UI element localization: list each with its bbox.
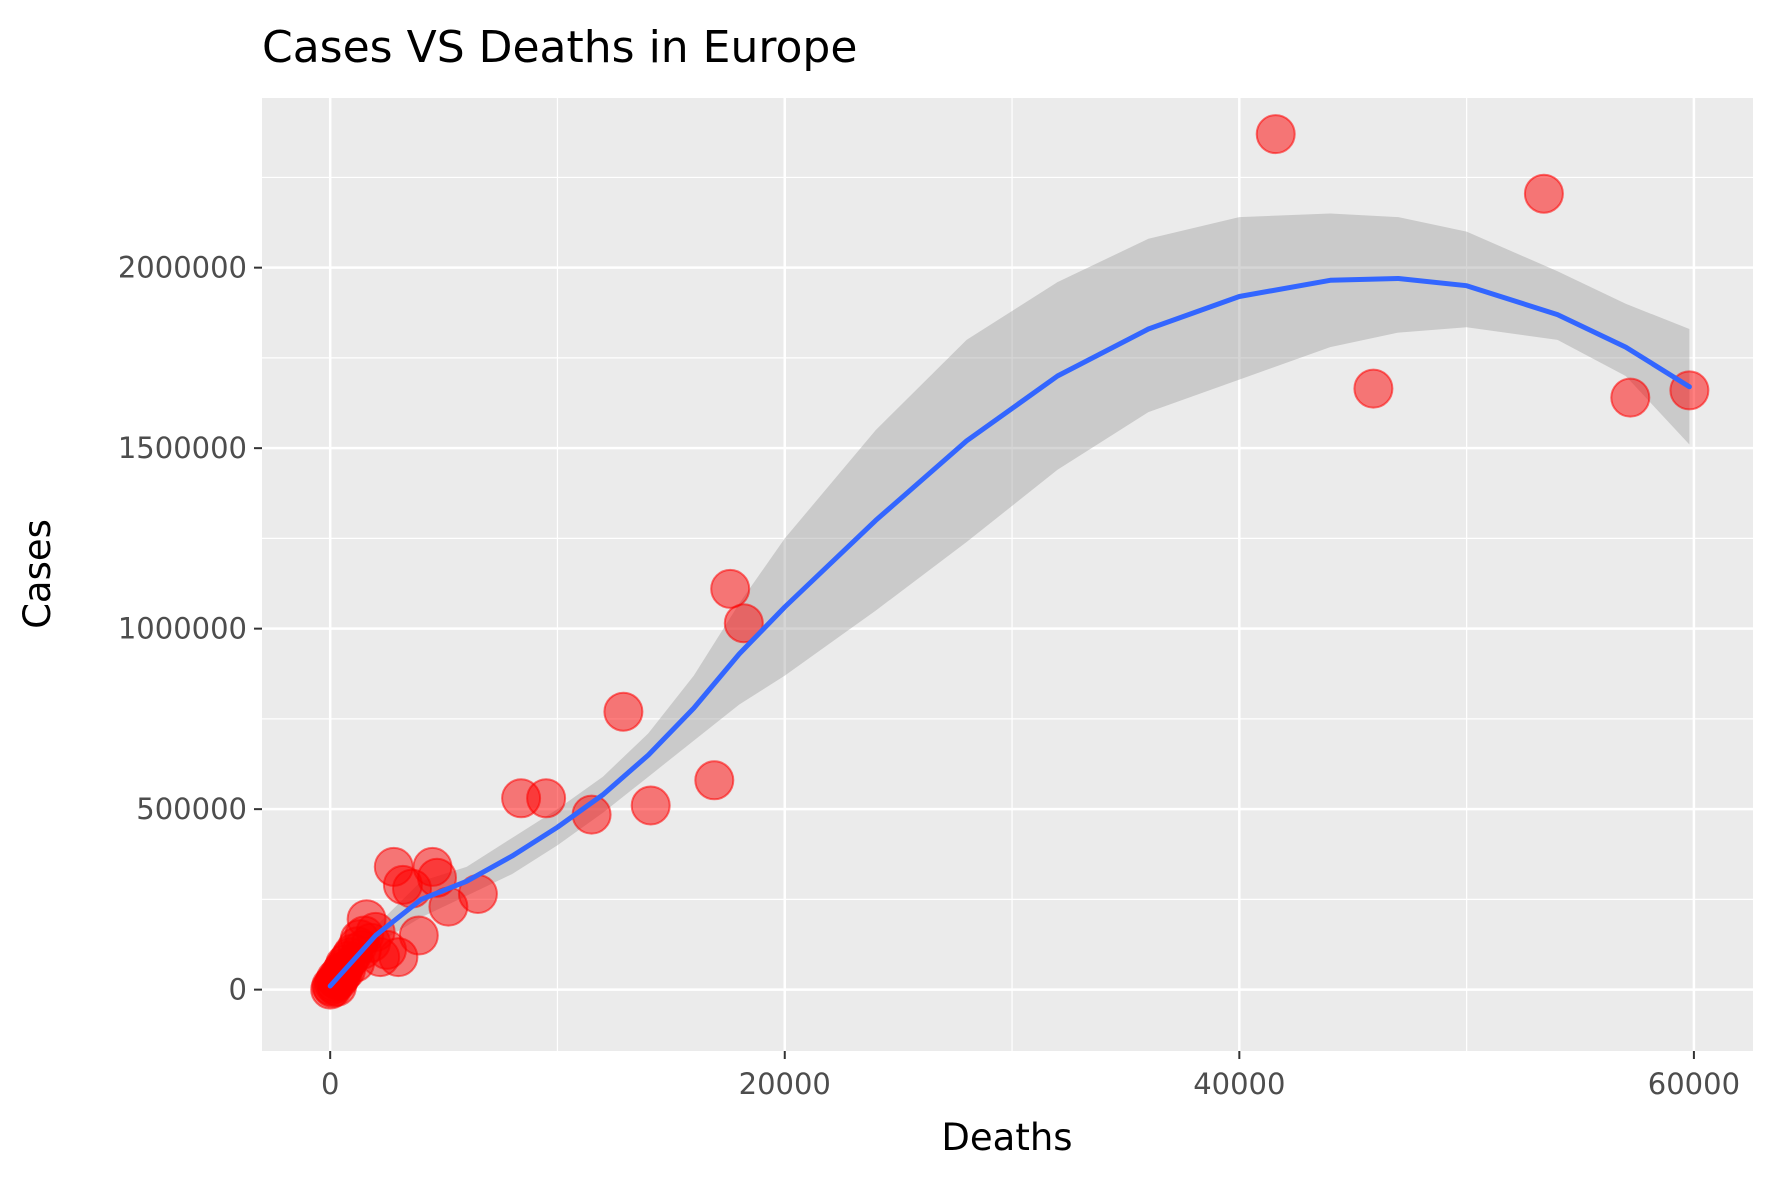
data-point xyxy=(1610,377,1651,418)
x-tick-label: 60000 xyxy=(1648,1067,1740,1101)
data-point xyxy=(630,785,671,826)
x-tick-label: 20000 xyxy=(739,1067,831,1101)
confidence-band xyxy=(330,213,1690,994)
y-tick-label: 500000 xyxy=(136,792,247,826)
chart-title: Cases VS Deaths in Europe xyxy=(262,22,857,73)
data-points xyxy=(310,114,1710,1010)
confidence-ribbon xyxy=(330,213,1690,994)
plot-panel xyxy=(262,98,1753,1051)
data-point xyxy=(723,603,764,644)
data-point xyxy=(710,568,751,609)
y-axis-title: Cases xyxy=(16,519,59,629)
axes: 0 20000 40000 60000 0 500000 1000000 1500000 200… xyxy=(118,251,1740,1101)
y-tick-label: 1000000 xyxy=(118,612,247,646)
y-tick-label: 2000000 xyxy=(118,251,247,285)
grid-lines xyxy=(262,98,1753,1051)
y-tick-label: 0 xyxy=(229,973,247,1007)
smooth-line xyxy=(327,276,1692,989)
data-point xyxy=(1353,368,1394,409)
data-point xyxy=(398,915,439,956)
data-point xyxy=(1523,173,1564,214)
data-point xyxy=(1255,114,1296,155)
x-tick-label: 40000 xyxy=(1193,1067,1285,1101)
smooth-trend-line xyxy=(327,276,1692,989)
data-point xyxy=(526,778,567,819)
x-axis-title: Deaths xyxy=(941,1116,1072,1159)
data-point xyxy=(694,760,735,801)
y-tick-label: 1500000 xyxy=(118,431,247,465)
x-tick-label: 0 xyxy=(321,1067,339,1101)
data-point xyxy=(603,691,644,732)
